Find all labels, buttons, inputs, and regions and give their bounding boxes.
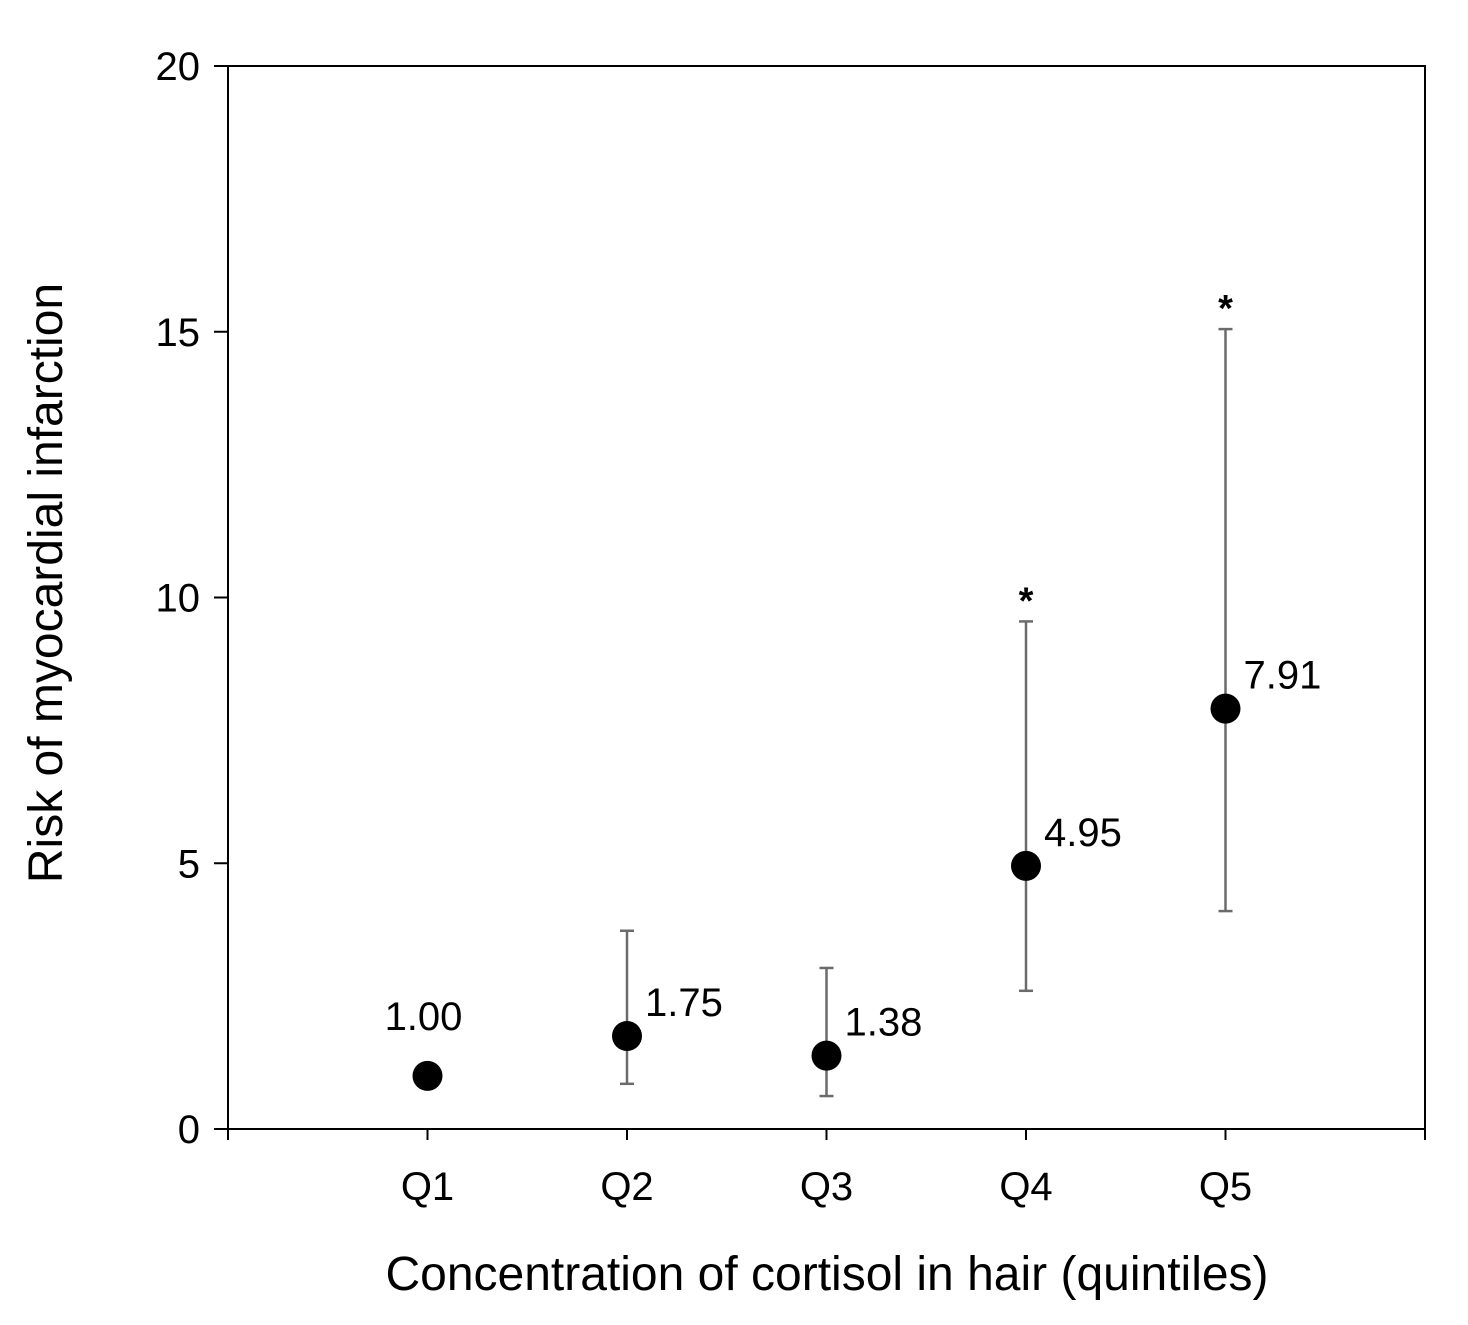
y-tick-label: 0: [178, 1108, 200, 1152]
data-label: 1.00: [385, 995, 463, 1039]
data-label: 4.95: [1044, 811, 1122, 855]
x-tick-label: Q4: [999, 1165, 1052, 1209]
y-axis: 0 5 10 15 20: [156, 45, 228, 1152]
data-point: [1011, 850, 1041, 881]
data-label: 7.91: [1244, 654, 1322, 698]
data-points: [412, 693, 1241, 1091]
y-tick-label: 5: [178, 842, 200, 886]
y-axis-title: Risk of myocardial infarction: [20, 283, 73, 883]
y-tick-label: 20: [156, 45, 201, 89]
data-label: 1.38: [845, 1001, 923, 1045]
error-bar: [1218, 327, 1233, 913]
x-tick-label: Q2: [600, 1165, 653, 1209]
data-point: [811, 1040, 842, 1071]
data-label: 1.75: [645, 981, 723, 1025]
x-tick-label: Q3: [800, 1165, 853, 1209]
error-bar: [620, 929, 634, 1086]
data-point: [612, 1020, 642, 1051]
data-point: [412, 1060, 443, 1091]
x-tick-label: Q1: [401, 1165, 454, 1209]
error-bar: [1019, 620, 1033, 993]
x-tick-label: Q5: [1199, 1165, 1252, 1209]
y-tick-label: 15: [156, 311, 201, 355]
y-tick-label: 10: [156, 577, 201, 621]
data-point: [1210, 693, 1241, 724]
error-bar: [819, 966, 834, 1098]
x-axis-title: Concentration of cortisol in hair (quint…: [385, 1248, 1268, 1301]
x-axis: Q1 Q2 Q3 Q4 Q5: [227, 1129, 1426, 1209]
data-labels: 1.00 1.75 1.38 4.95 * 7.91 *: [385, 288, 1322, 1045]
error-bars: [620, 327, 1233, 1098]
significance-mark: *: [1218, 288, 1233, 330]
significance-mark: *: [1019, 580, 1034, 622]
